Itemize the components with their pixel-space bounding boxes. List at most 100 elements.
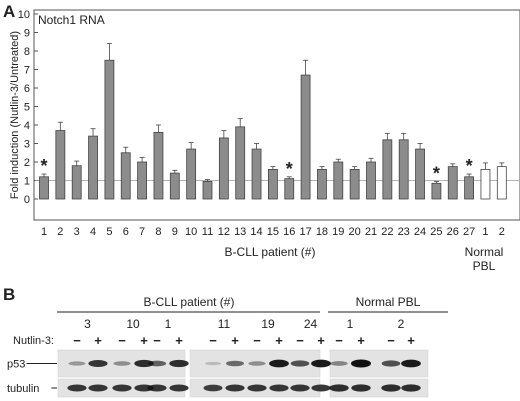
x-axis-label: B-CLL patient (#)	[225, 245, 316, 259]
x-tick-label: 23	[398, 226, 410, 238]
y-tick-label: 0	[24, 194, 30, 206]
x-tick-label: 24	[414, 226, 426, 238]
plot-frame	[33, 9, 520, 221]
bar-series: * * * *	[39, 43, 507, 200]
x-tick-label: 11	[202, 226, 213, 238]
blot-band	[225, 384, 245, 392]
blot-band	[269, 359, 289, 368]
significance-marker: *	[433, 163, 440, 183]
x-tick-label: 22	[381, 226, 393, 238]
blot-band	[113, 361, 131, 366]
significance-marker: *	[286, 159, 293, 179]
blot-band	[351, 384, 371, 392]
normal-pbl-label-line2: PBL	[473, 259, 496, 273]
bar	[366, 161, 376, 200]
x-tick-label: 1	[482, 226, 488, 238]
treatment-sign: +	[140, 333, 148, 348]
treatment-sign: +	[94, 333, 102, 348]
y-tick-label: 5	[24, 102, 30, 114]
normal-pbl-group-label: Normal PBL	[356, 295, 421, 309]
y-tick-label: 7	[24, 65, 30, 77]
patient-id-label: 2	[398, 317, 405, 331]
bar	[480, 168, 491, 200]
bar	[202, 181, 213, 200]
treatment-sign: −	[118, 333, 126, 348]
blot-band	[401, 384, 421, 392]
y-tick-label: 2	[24, 157, 30, 169]
blot-band	[169, 384, 189, 392]
bar	[218, 137, 229, 200]
bar	[104, 59, 115, 200]
x-tick-label: 17	[299, 226, 311, 238]
treatment-sign: +	[317, 333, 325, 348]
patient-id-label: 1	[165, 317, 172, 331]
x-tick-label: 9	[172, 226, 178, 238]
x-tick-label: 3	[74, 226, 80, 238]
x-tick-label: 2	[499, 226, 505, 238]
y-tick-label: 4	[24, 120, 30, 132]
treatment-sign: +	[407, 333, 415, 348]
x-tick-label: 12	[218, 226, 230, 238]
bar	[464, 176, 475, 200]
x-tick-label: 7	[139, 226, 145, 238]
x-tick-label: 14	[250, 226, 262, 238]
x-tick-label: 10	[185, 226, 197, 238]
panel-b-letter: B	[3, 285, 15, 304]
blot-band	[330, 361, 348, 366]
treatment-sign: −	[153, 333, 161, 348]
blot-band	[68, 361, 86, 366]
x-tick-label: 18	[316, 226, 328, 238]
blot-row-label: tubulin	[7, 383, 39, 395]
bar	[300, 74, 311, 200]
blot-band	[290, 384, 310, 392]
treatment-sign: −	[253, 333, 261, 348]
bar	[137, 161, 148, 200]
blot-band	[134, 359, 154, 368]
x-tick-label: 20	[349, 226, 361, 238]
y-tick-label: 1	[24, 176, 30, 188]
x-tick-label: 19	[332, 226, 344, 238]
x-tick-label: 16	[283, 226, 295, 238]
blot-band	[329, 384, 349, 392]
bar	[382, 139, 393, 200]
bar	[169, 172, 180, 200]
blot-band	[88, 384, 108, 392]
blot-band	[88, 360, 108, 367]
blot-band	[147, 384, 167, 392]
bar	[39, 176, 49, 200]
treatment-sign: +	[357, 333, 365, 348]
x-tick-labels: 1 2 3 4 5 6 7 8 9 10 11 12 13 14 15 16 17 18 19 20 21 22 23 24 2…	[41, 226, 505, 238]
x-tick-label: 13	[234, 226, 246, 238]
patient-id-label: 19	[261, 317, 275, 331]
y-tick-label: 3	[24, 139, 30, 151]
patient-id-label: 11	[218, 317, 231, 331]
panel-a-letter: A	[3, 2, 15, 21]
bar	[447, 166, 458, 200]
bar	[251, 148, 262, 200]
bar	[71, 165, 82, 200]
blot-band	[401, 359, 421, 368]
x-tick-label: 2	[57, 226, 63, 238]
normal-pbl-label-line1: Normal	[465, 245, 504, 259]
x-tick-label: 25	[430, 226, 442, 238]
patient-id-label: 1	[347, 317, 354, 331]
x-tick-label: 27	[463, 226, 475, 238]
bar	[153, 131, 164, 200]
treatment-sign: +	[175, 333, 183, 348]
y-axis-label: Fold induction (Nutlin-3/Untreated)	[9, 31, 21, 199]
patient-id-label: 3	[84, 317, 91, 331]
blot-band	[269, 384, 289, 392]
chart-title: Notch1 RNA	[38, 13, 105, 27]
bar	[284, 178, 295, 200]
bar	[496, 166, 507, 200]
bar	[398, 139, 409, 200]
x-tick-label: 6	[123, 226, 129, 238]
blot-band	[147, 360, 167, 367]
blot-band	[247, 384, 267, 392]
blot-band	[311, 384, 331, 392]
bar	[333, 161, 344, 200]
bar	[88, 135, 98, 200]
blot-band	[381, 360, 401, 367]
